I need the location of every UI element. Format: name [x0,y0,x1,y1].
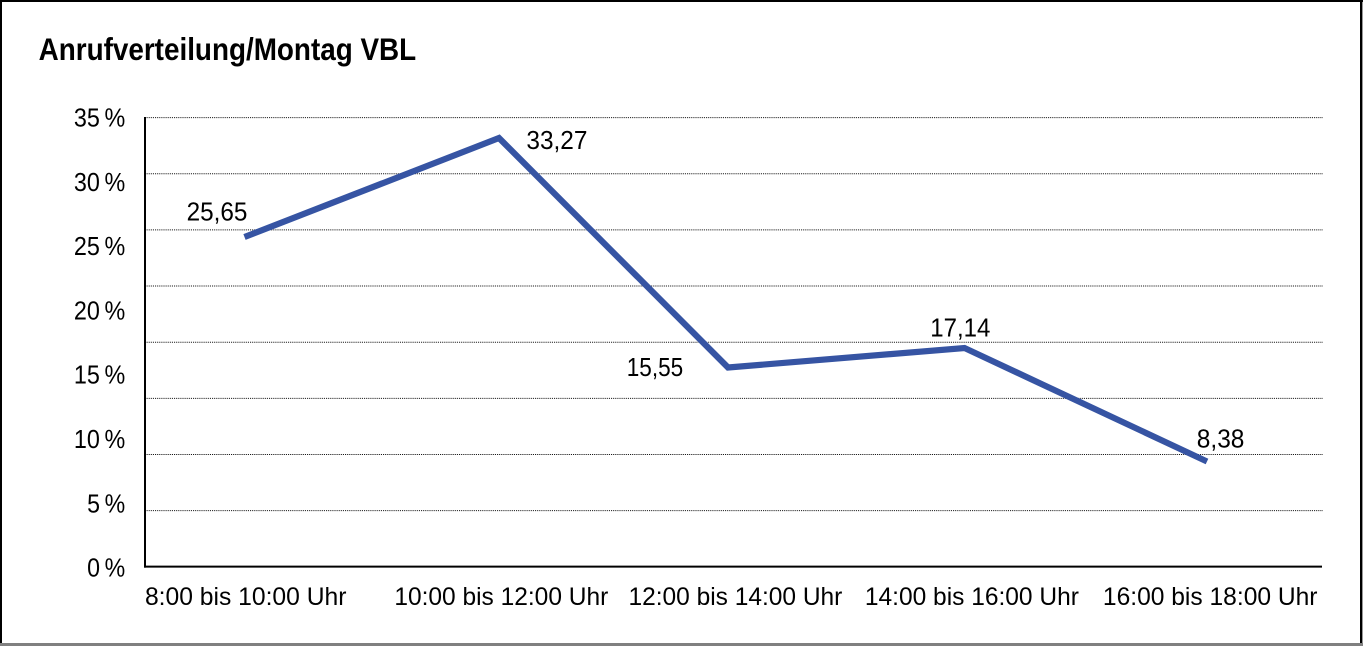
svg-text:8,38: 8,38 [1197,424,1245,454]
svg-text:14:00 bis 16:00 Uhr: 14:00 bis 16:00 Uhr [865,583,1079,611]
svg-text:0 %: 0 % [87,553,125,583]
svg-text:15 %: 15 % [74,360,125,390]
svg-text:30 %: 30 % [74,167,125,197]
svg-text:25,65: 25,65 [187,196,248,226]
svg-text:Anrufverteilung/Montag VBL: Anrufverteilung/Montag VBL [39,31,417,67]
svg-text:35 %: 35 % [74,103,125,133]
svg-text:5 %: 5 % [87,488,125,518]
svg-text:25 %: 25 % [74,231,125,261]
svg-text:10:00 bis 12:00 Uhr: 10:00 bis 12:00 Uhr [394,583,608,611]
svg-text:17,14: 17,14 [930,312,990,342]
svg-text:8:00 bis 10:00 Uhr: 8:00 bis 10:00 Uhr [145,583,347,611]
svg-text:10 %: 10 % [74,424,125,454]
svg-text:33,27: 33,27 [526,125,587,155]
svg-text:20 %: 20 % [74,295,125,325]
svg-text:15,55: 15,55 [627,352,684,382]
svg-text:12:00 bis 14:00 Uhr: 12:00 bis 14:00 Uhr [628,583,842,611]
svg-text:16:00 bis 18:00 Uhr: 16:00 bis 18:00 Uhr [1103,583,1318,611]
